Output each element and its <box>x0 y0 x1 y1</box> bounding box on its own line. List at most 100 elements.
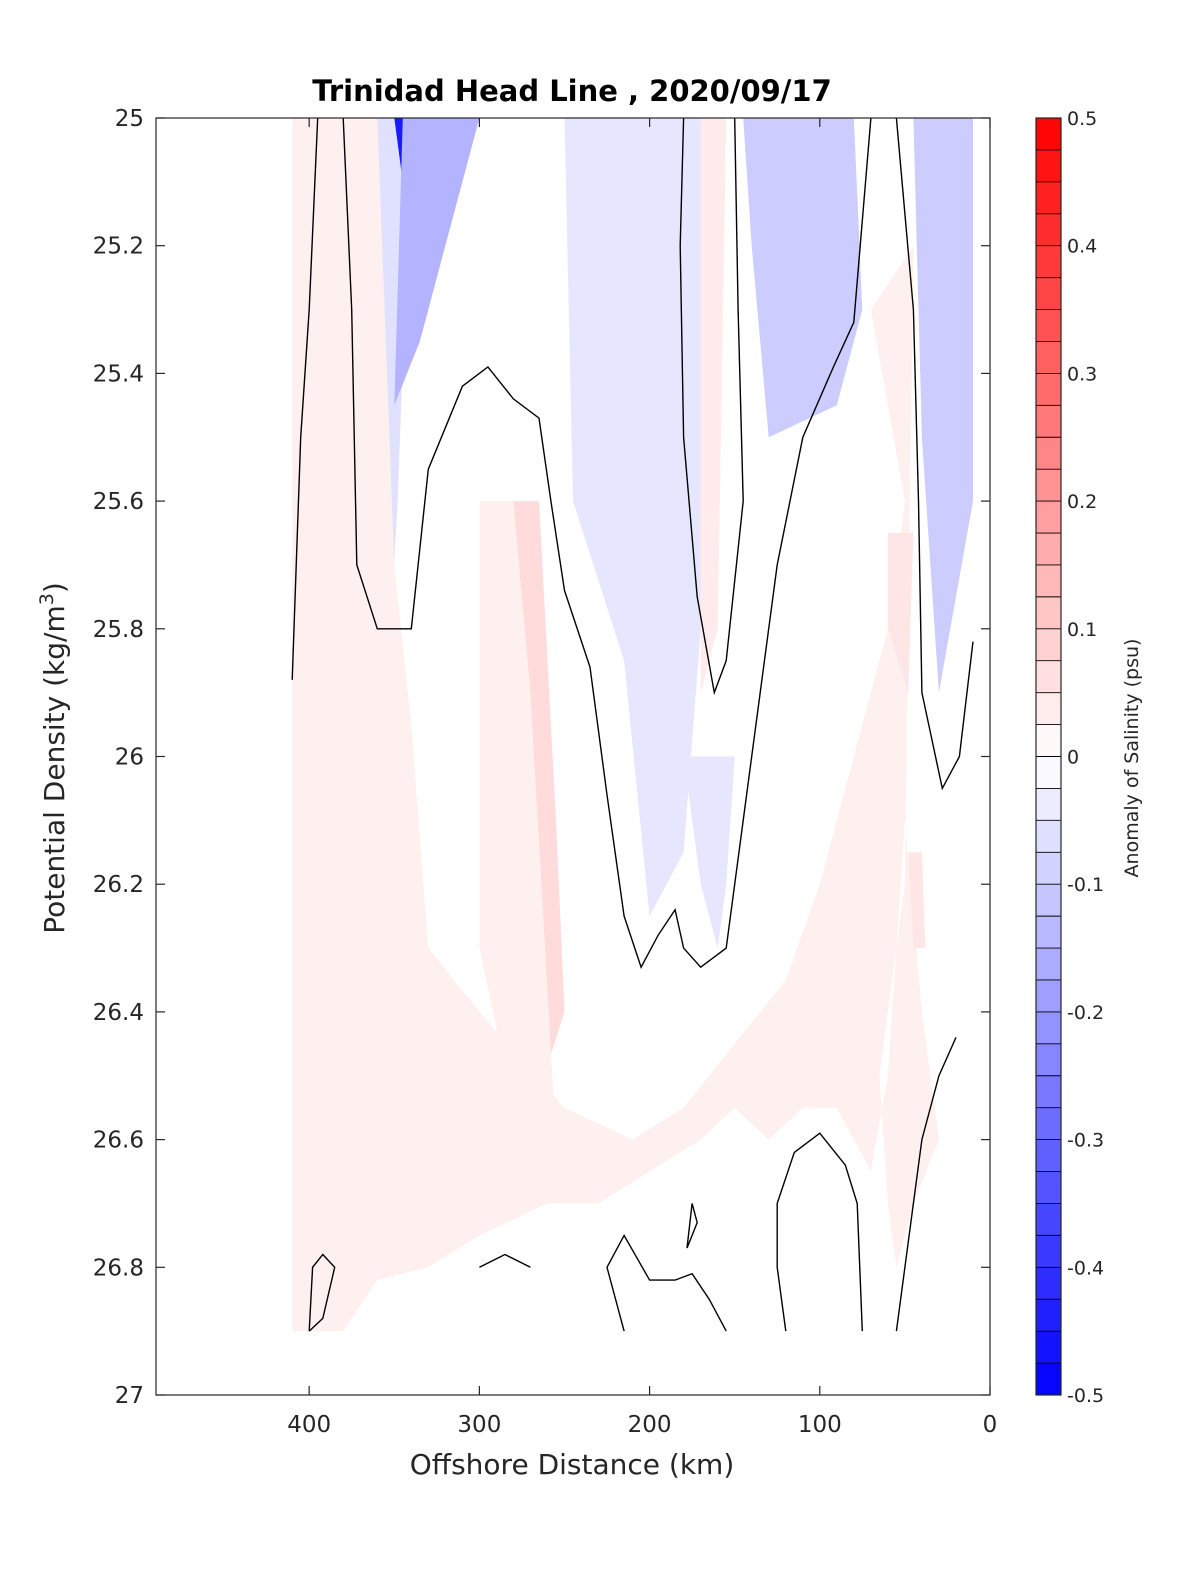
y-tick-label: 26.6 <box>93 1128 144 1154</box>
colorbar-level <box>1036 596 1061 630</box>
y-tick-label: 25.6 <box>93 489 144 515</box>
y-axis: 25 25.2 25.4 25.6 25.8 26 26.2 26.4 26.6 26.8 27 <box>93 106 990 1409</box>
colorbar-level <box>1036 564 1061 598</box>
y-tick-label: 26.2 <box>93 872 144 898</box>
y-tick-label: 25.8 <box>93 617 144 643</box>
colorbar-level <box>1036 277 1061 310</box>
colorbar-tick-label: 0.3 <box>1067 363 1097 385</box>
zero-contour-1 <box>342 118 872 969</box>
salinity-anomaly-field <box>292 118 973 1332</box>
zero-contour-9 <box>895 1037 957 1332</box>
colorbar-frame <box>1035 117 1062 1396</box>
colorbar-tick-label: 0 <box>1067 747 1079 769</box>
colorbar-level <box>1036 1043 1061 1077</box>
colorbar-level <box>1036 1363 1061 1396</box>
colorbar-tick-label: -0.5 <box>1067 1385 1104 1407</box>
colorbar-level <box>1036 149 1061 183</box>
anomaly-region-pos-16 <box>700 118 727 693</box>
colorbar-label: Anomaly of Salinity (psu) <box>1121 639 1143 878</box>
colorbar-level <box>1036 788 1061 821</box>
zero-contour-0 <box>291 118 319 680</box>
y-axis-label-close: ) <box>38 582 71 593</box>
x-tick-label: 200 <box>628 1412 672 1438</box>
colorbar-level <box>1036 1203 1061 1236</box>
colorbar-level <box>1036 341 1061 374</box>
colorbar-tick-label: -0.2 <box>1067 1002 1104 1024</box>
x-tick-label: 300 <box>457 1412 501 1438</box>
colorbar-level <box>1036 309 1061 342</box>
y-tick-label: 25.2 <box>93 234 144 260</box>
colorbar <box>1035 117 1062 1396</box>
colorbar-tick-label: 0.5 <box>1067 108 1097 130</box>
y-axis-label: Potential Density (kg/m3) <box>36 582 71 934</box>
colorbar-tick-label: 0.2 <box>1067 491 1097 513</box>
anomaly-region-pos-11 <box>292 118 939 1332</box>
colorbar-level <box>1036 1075 1061 1108</box>
anomaly-region-pos-15 <box>908 852 926 949</box>
zero-contour-lines <box>291 118 974 1332</box>
y-tick-label: 26.8 <box>93 1255 144 1281</box>
anomaly-region-pos-13 <box>479 501 556 1172</box>
colorbar-level <box>1036 245 1061 278</box>
colorbar-ticks: 0.5 0.4 0.3 0.2 0.1 0 -0.1 -0.2 -0.3 -0.4 -0.5 <box>1067 108 1104 1407</box>
x-tick-label: 100 <box>798 1412 842 1438</box>
colorbar-level <box>1036 884 1061 917</box>
colorbar-level <box>1036 692 1061 725</box>
colorbar-level <box>1036 1267 1061 1300</box>
x-axis-label: Offshore Distance (km) <box>410 1448 735 1481</box>
y-tick-label: 26 <box>115 745 144 771</box>
y-tick-label: 26.4 <box>93 1000 144 1026</box>
colorbar-tick-label: 0.1 <box>1067 619 1097 641</box>
y-tick-label: 27 <box>115 1383 144 1409</box>
anomaly-region-neg-10 <box>913 118 973 693</box>
colorbar-level <box>1036 213 1061 246</box>
zero-contour-2 <box>679 118 744 696</box>
colorbar-tick-label: -0.4 <box>1067 1257 1104 1279</box>
anomaly-region-pos-14 <box>887 533 914 693</box>
colorbar-level <box>1036 724 1061 757</box>
colorbar-level <box>1036 756 1061 789</box>
colorbar-level <box>1036 405 1061 438</box>
x-tick-label: 0 <box>983 1412 998 1438</box>
chart-title: Trinidad Head Line , 2020/09/17 <box>312 74 832 108</box>
colorbar-level <box>1036 1331 1061 1364</box>
colorbar-level <box>1036 533 1061 566</box>
colorbar-level <box>1036 628 1061 662</box>
zero-contour-4 <box>308 1253 336 1332</box>
colorbar-tick-label: 0.4 <box>1067 236 1097 258</box>
colorbar-level <box>1036 469 1061 502</box>
colorbar-level <box>1036 1139 1061 1172</box>
colorbar-level <box>1036 1299 1061 1332</box>
colorbar-level <box>1036 373 1061 406</box>
anomaly-region-neg-2 <box>394 118 480 406</box>
colorbar-level <box>1036 1171 1061 1204</box>
colorbar-level <box>1036 181 1061 215</box>
colorbar-level <box>1036 948 1061 981</box>
colorbar-level <box>1036 979 1061 1013</box>
anomaly-region-pos-12 <box>513 501 565 1076</box>
colorbar-level <box>1036 1107 1061 1140</box>
anomaly-region-neg-9 <box>743 118 863 438</box>
zero-contour-3 <box>895 118 974 791</box>
anomaly-region-neg-7 <box>683 756 735 949</box>
colorbar-level <box>1036 660 1061 693</box>
x-tick-label: 400 <box>287 1412 331 1438</box>
colorbar-level <box>1036 916 1061 949</box>
y-axis-label-main: Potential Density (kg/m <box>38 605 71 934</box>
zero-contour-7 <box>686 1203 698 1249</box>
x-axis: 400 300 200 100 0 <box>287 118 997 1438</box>
colorbar-level <box>1036 1011 1061 1045</box>
colorbar-level <box>1036 118 1061 151</box>
y-tick-label: 25.4 <box>93 361 144 387</box>
y-axis-label-superscript: 3 <box>36 593 58 605</box>
colorbar-tick-label: -0.3 <box>1067 1130 1104 1152</box>
colorbar-level <box>1036 501 1061 534</box>
zero-contour-6 <box>606 1233 727 1332</box>
colorbar-level <box>1036 820 1061 853</box>
colorbar-level <box>1036 437 1061 470</box>
colorbar-tick-label: -0.1 <box>1067 874 1104 896</box>
zero-contour-8 <box>776 1132 863 1332</box>
colorbar-level <box>1036 852 1061 885</box>
anomaly-region-neg-6 <box>564 118 718 917</box>
